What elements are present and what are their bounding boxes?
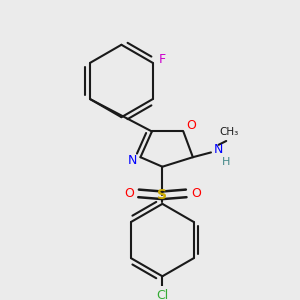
Text: O: O — [191, 187, 201, 200]
Text: CH₃: CH₃ — [219, 128, 239, 137]
Text: N: N — [128, 154, 137, 166]
Text: F: F — [159, 52, 166, 66]
Text: O: O — [186, 119, 196, 132]
Text: S: S — [158, 188, 167, 202]
Text: O: O — [124, 187, 134, 200]
Text: N: N — [214, 143, 223, 156]
Text: H: H — [222, 157, 230, 167]
Text: Cl: Cl — [156, 289, 169, 300]
